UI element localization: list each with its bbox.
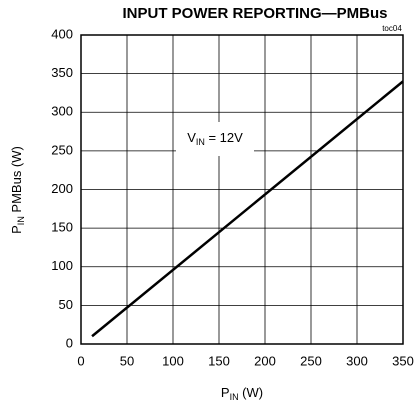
annotation-part: V <box>187 130 196 145</box>
y-tick-label: 0 <box>66 335 73 350</box>
annotation-part: IN <box>196 137 205 147</box>
x-tick-label: 350 <box>392 353 414 368</box>
annotation-box <box>176 122 254 156</box>
y-tick-label: 200 <box>51 181 73 196</box>
y-tick-label: 150 <box>51 220 73 235</box>
x-tick-label: 300 <box>346 353 368 368</box>
x-tick-label: 100 <box>162 353 184 368</box>
y-tick-label: 300 <box>51 104 73 119</box>
plot-frame <box>80 34 404 345</box>
x-tick-label: 50 <box>120 353 134 368</box>
chart-title: INPUT POWER REPORTING—PMBus <box>122 5 387 22</box>
y-tick-label: 100 <box>51 258 73 273</box>
chart-subtitle: toc04 <box>382 24 402 33</box>
x-tick-label: 250 <box>300 353 322 368</box>
y-tick-label: 250 <box>51 142 73 157</box>
y-axis-label: PIN PMBus (W) <box>9 146 26 234</box>
x-axis-label: PIN (W) <box>221 385 263 402</box>
y-tick-label: 350 <box>51 65 73 80</box>
y-tick-label: 50 <box>59 297 73 312</box>
y-tick-label: 400 <box>51 26 73 41</box>
x-tick-label: 0 <box>77 353 84 368</box>
data-line <box>91 80 404 338</box>
x-tick-label: 150 <box>208 353 230 368</box>
annotation: VIN = 12V <box>187 130 243 147</box>
annotation-part: = 12V <box>205 130 243 145</box>
x-tick-label: 200 <box>254 353 276 368</box>
